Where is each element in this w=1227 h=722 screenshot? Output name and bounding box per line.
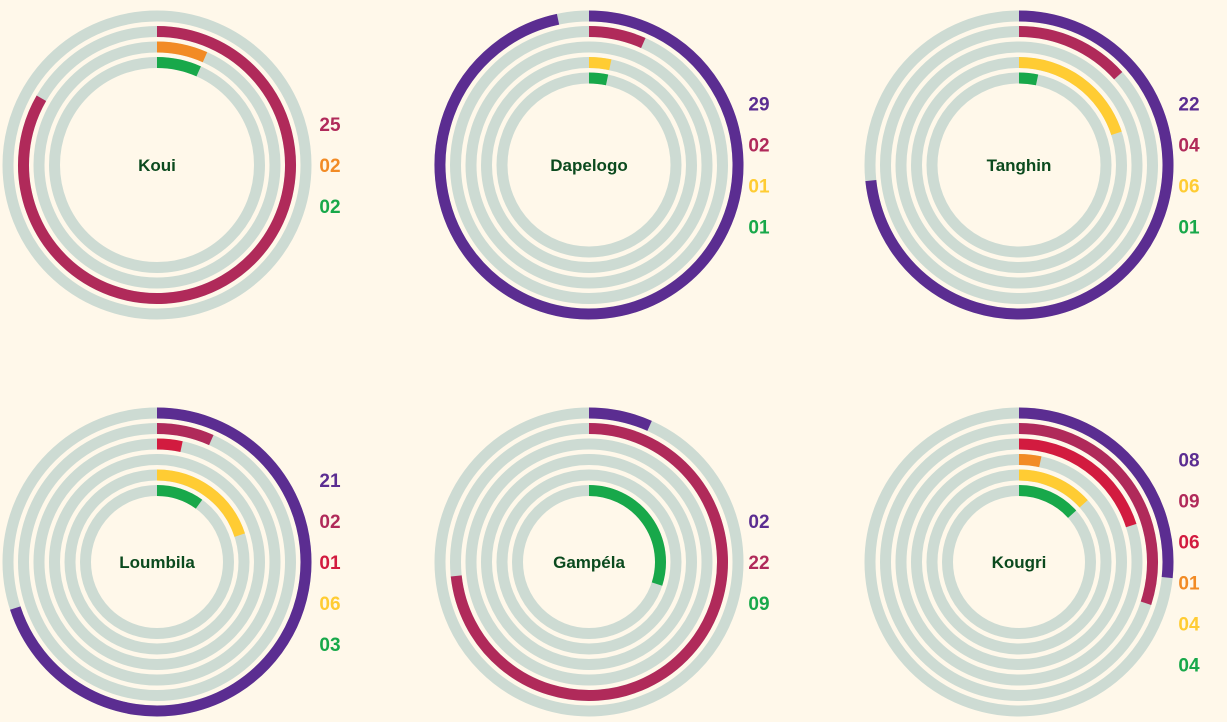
ring-arc-purple [10,407,312,717]
value-label: 02 [319,156,340,177]
radial-chart-loumbila: Loumbila 21 02 01 06 03 [2,407,341,717]
ring-track [49,454,265,670]
radial-chart-dapelogo: Dapelogo 29 02 01 01 [434,10,770,320]
radial-chart-kougri: Kougri 08 09 06 01 04 04 [864,407,1200,717]
value-label: 01 [1178,574,1200,595]
ring-arc-crimson [156,438,183,452]
value-label: 02 [748,136,769,157]
value-label: 09 [1178,492,1199,513]
value-label: 22 [1178,95,1199,116]
radial-chart-gampéla: Gampéla 02 22 09 [434,407,770,717]
value-label: 04 [1178,656,1200,677]
ring-arc-green [156,485,203,509]
ring-arc-yellow [1018,469,1088,508]
ring-arc-green [1018,485,1077,518]
ring-arc-green [588,72,609,86]
ring-arc-yellow [1018,57,1122,136]
value-label: 06 [1178,177,1199,198]
radial-chart-koui: Koui 25 02 02 [2,10,341,320]
center-label: Dapelogo [550,156,627,175]
ring-arc-maroon [1018,423,1158,605]
ring-arc-green [156,57,201,77]
ring-arc-maroon [156,423,214,446]
ring-arc-maroon [1018,26,1123,80]
ring-arc-green [588,485,666,586]
ring-arc-yellow [588,57,612,71]
value-label: 01 [748,218,770,239]
ring-arc-green [1018,72,1039,86]
ring-arc-purple [588,407,652,431]
ring-track [895,41,1143,289]
ring-arc-orange [156,41,208,63]
ring-track [496,469,682,655]
ring-track [465,438,713,686]
ring-track [465,41,713,289]
center-label: Tanghin [987,156,1052,175]
value-label: 01 [748,177,770,198]
value-label: 22 [748,553,769,574]
ring-arc-purple [1018,407,1174,579]
value-label: 01 [319,553,341,574]
ring-arc-maroon [588,26,646,49]
value-label: 06 [1178,533,1199,554]
ring-track [2,10,312,320]
value-label: 08 [1178,451,1199,472]
ring-arc-orange [1018,454,1042,468]
value-label: 02 [319,197,340,218]
center-label: Gampéla [553,553,625,572]
ring-arc-yellow [156,469,245,537]
ring-arc-purple [434,10,744,320]
ring-arc-purple [865,10,1174,320]
ring-arc-crimson [1018,438,1137,528]
value-label: 09 [748,594,769,615]
center-label: Koui [138,156,176,175]
value-label: 06 [319,594,340,615]
value-label: 04 [1178,615,1200,636]
value-label: 02 [748,512,769,533]
center-label: Kougri [992,553,1047,572]
ring-arc-maroon [450,423,728,701]
ring-track [481,454,697,670]
center-label: Loumbila [119,553,195,572]
ring-arc-maroon [18,26,296,304]
value-label: 04 [1178,136,1200,157]
value-label: 03 [319,635,340,656]
value-label: 21 [319,471,341,492]
value-label: 01 [1178,218,1200,239]
value-label: 02 [319,512,340,533]
value-label: 25 [319,115,341,136]
value-label: 29 [748,95,769,116]
radial-chart-tanghin: Tanghin 22 04 06 01 [864,10,1200,320]
